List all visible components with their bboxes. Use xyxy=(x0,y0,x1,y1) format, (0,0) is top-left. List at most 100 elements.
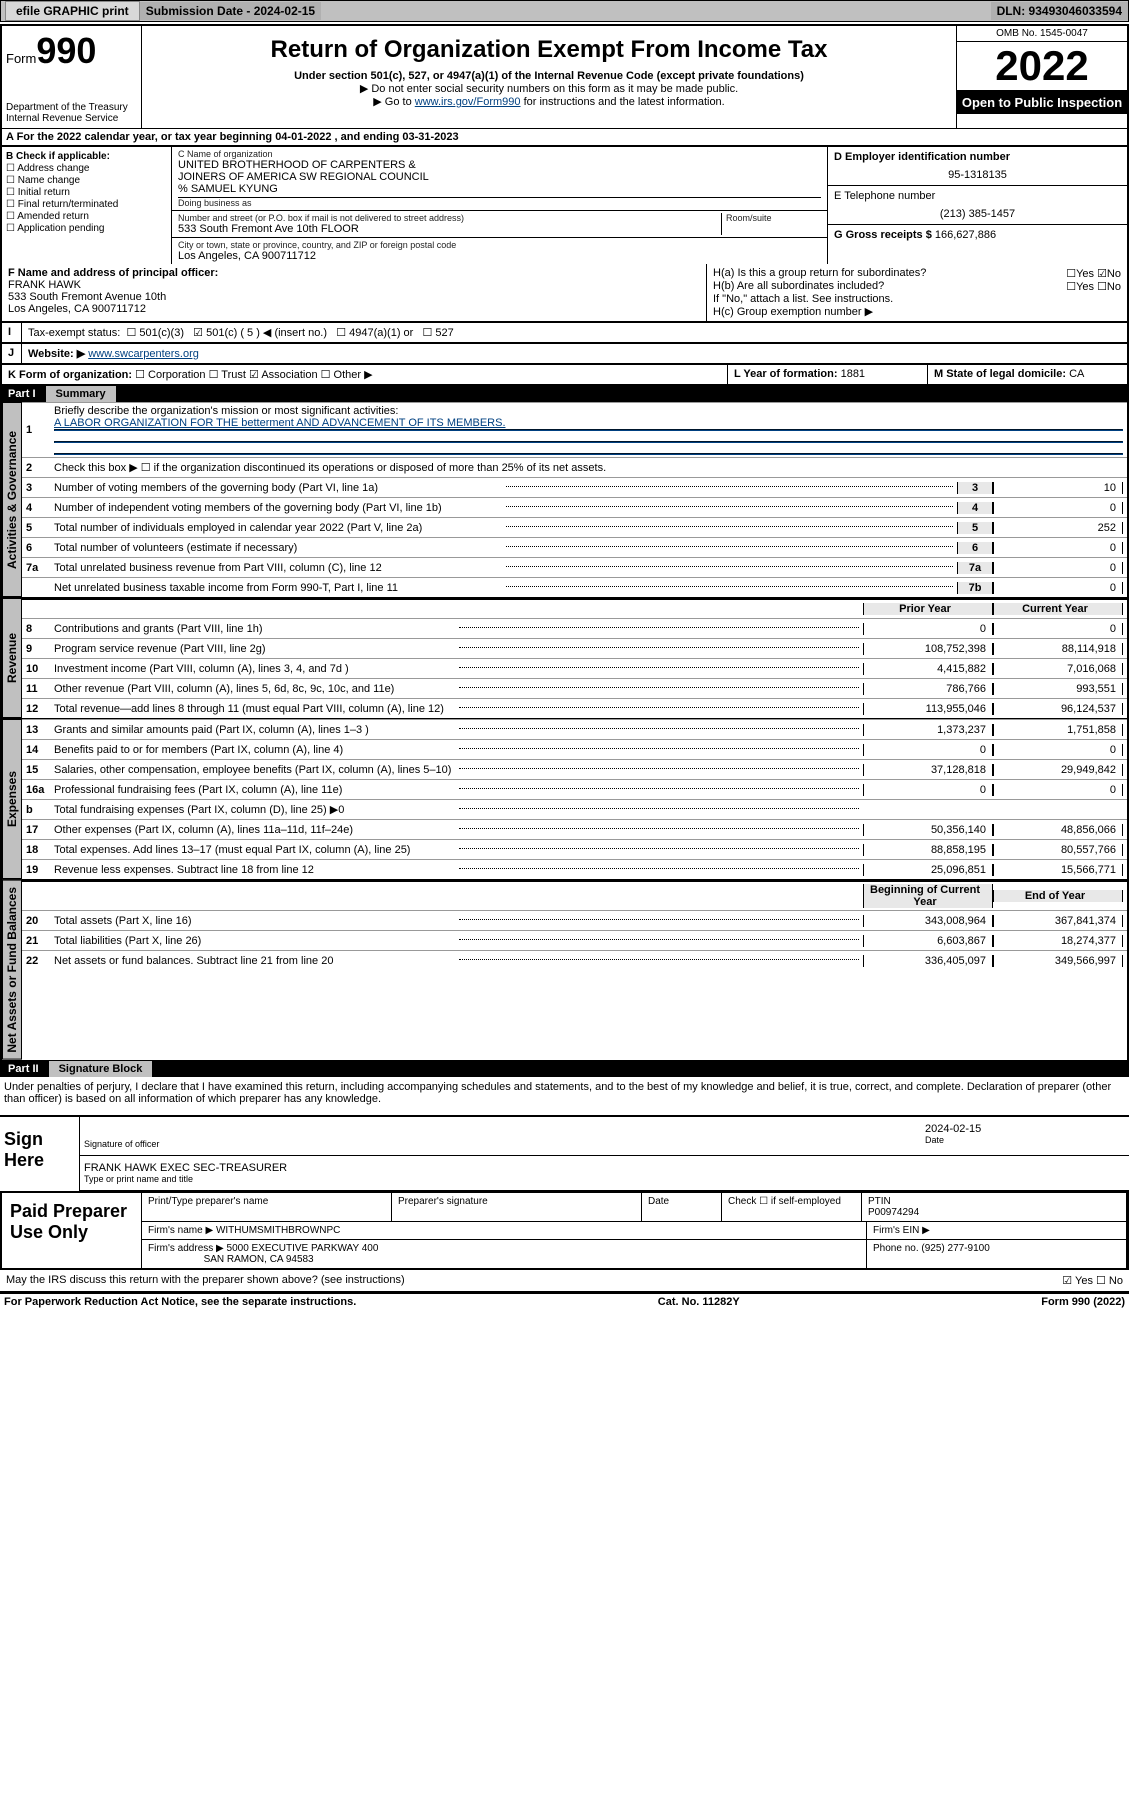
prior-value: 0 xyxy=(863,744,993,756)
officer-label: F Name and address of principal officer: xyxy=(8,267,700,279)
form-subtitle: Under section 501(c), 527, or 4947(a)(1)… xyxy=(146,70,952,82)
current-value: 993,551 xyxy=(993,683,1123,695)
line-desc: Salaries, other compensation, employee b… xyxy=(54,764,455,776)
current-value: 1,751,858 xyxy=(993,724,1123,736)
line-value: 0 xyxy=(993,502,1123,514)
ck-initial-return[interactable]: Initial return xyxy=(6,187,167,198)
line-desc: Benefits paid to or for members (Part IX… xyxy=(54,744,455,756)
col-beginning: Beginning of Current Year xyxy=(863,884,993,908)
ck-amended-return[interactable]: Amended return xyxy=(6,211,167,222)
gross-receipts-value: 166,627,886 xyxy=(935,229,996,241)
ck-address-change[interactable]: Address change xyxy=(6,163,167,174)
prior-value: 37,128,818 xyxy=(863,764,993,776)
ptin-value: P00974294 xyxy=(868,1207,919,1218)
current-value: 15,566,771 xyxy=(993,864,1123,876)
row-f-h: F Name and address of principal officer:… xyxy=(0,264,1129,323)
ck-corp[interactable]: ☐ Corporation xyxy=(135,369,205,381)
prep-self-employed[interactable]: Check ☐ if self-employed xyxy=(722,1193,862,1222)
form-word: Form xyxy=(6,51,36,66)
ck-name-change[interactable]: Name change xyxy=(6,175,167,186)
line-value: 10 xyxy=(993,482,1123,494)
website-link[interactable]: www.swcarpenters.org xyxy=(88,348,199,360)
line-desc: Revenue less expenses. Subtract line 18 … xyxy=(54,864,455,876)
current-value: 7,016,068 xyxy=(993,663,1123,675)
city-value: Los Angeles, CA 900711712 xyxy=(178,250,821,262)
year-formation: 1881 xyxy=(841,368,865,380)
care-of: % SAMUEL KYUNG xyxy=(178,183,821,195)
hb-question: H(b) Are all subordinates included? xyxy=(713,280,884,293)
line-desc: Other revenue (Part VIII, column (A), li… xyxy=(54,683,455,695)
line-desc: Net unrelated business taxable income fr… xyxy=(54,582,502,594)
line-desc: Total revenue—add lines 8 through 11 (mu… xyxy=(54,703,455,715)
ha-answer: ☐Yes ☑No xyxy=(1066,267,1121,280)
prep-sig-label: Preparer's signature xyxy=(392,1193,642,1222)
dba-label: Doing business as xyxy=(178,197,821,208)
line-key: 4 xyxy=(957,502,993,514)
prior-value: 786,766 xyxy=(863,683,993,695)
mission-label: Briefly describe the organization's miss… xyxy=(54,405,1123,417)
efile-button[interactable]: efile GRAPHIC print xyxy=(5,1,140,21)
ein-label: D Employer identification number xyxy=(834,151,1121,163)
line-number: 21 xyxy=(26,935,54,947)
firm-addr-label: Firm's address ▶ xyxy=(148,1243,224,1254)
form-page: Form 990 (2022) xyxy=(1041,1296,1125,1308)
typed-name: FRANK HAWK EXEC SEC-TREASURER xyxy=(84,1162,1125,1174)
line-desc: Total fundraising expenses (Part IX, col… xyxy=(54,803,455,816)
current-value: 48,856,066 xyxy=(993,824,1123,836)
dept-treasury: Department of the Treasury xyxy=(6,102,137,113)
ck-4947[interactable]: ☐ 4947(a)(1) or xyxy=(336,327,413,339)
line-desc: Number of independent voting members of … xyxy=(54,502,502,514)
line-desc: Net assets or fund balances. Subtract li… xyxy=(54,955,455,967)
line-number: 10 xyxy=(26,663,54,675)
ck-application-pending[interactable]: Application pending xyxy=(6,223,167,234)
cat-no: Cat. No. 11282Y xyxy=(658,1296,740,1308)
website-label: Website: ▶ xyxy=(28,348,85,360)
ck-assoc[interactable]: ☑ Association xyxy=(249,369,318,381)
officer-addr2: Los Angeles, CA 900711712 xyxy=(8,303,700,315)
hb-answer: ☐Yes ☐No xyxy=(1066,280,1121,293)
ck-527[interactable]: ☐ 527 xyxy=(423,327,454,339)
line-desc: Contributions and grants (Part VIII, lin… xyxy=(54,623,455,635)
col-current: Current Year xyxy=(993,603,1123,615)
line-value: 252 xyxy=(993,522,1123,534)
line-key: 5 xyxy=(957,522,993,534)
tax-year: 2022 xyxy=(957,42,1127,91)
line-number: 20 xyxy=(26,915,54,927)
current-value: 349,566,997 xyxy=(993,955,1123,967)
prior-value: 336,405,097 xyxy=(863,955,993,967)
open-inspection: Open to Public Inspection xyxy=(957,91,1127,114)
irs-link[interactable]: www.irs.gov/Form990 xyxy=(415,96,521,108)
current-value: 29,949,842 xyxy=(993,764,1123,776)
line-number: 17 xyxy=(26,824,54,836)
ein-value: 95-1318135 xyxy=(834,169,1121,181)
row-klm: K Form of organization: ☐ Corporation ☐ … xyxy=(0,365,1129,386)
tab-expenses: Expenses xyxy=(2,719,22,879)
line-number: 18 xyxy=(26,844,54,856)
header-bar: efile GRAPHIC print Submission Date - 20… xyxy=(0,0,1129,22)
part1-header: Part ISummary xyxy=(0,386,1129,402)
phone-value: (213) 385-1457 xyxy=(834,208,1121,220)
phone-label: E Telephone number xyxy=(834,190,1121,202)
line-key: 6 xyxy=(957,542,993,554)
line-number: 19 xyxy=(26,864,54,876)
ha-question: H(a) Is this a group return for subordin… xyxy=(713,267,926,280)
page-footer: For Paperwork Reduction Act Notice, see … xyxy=(0,1293,1129,1310)
typed-label: Type or print name and title xyxy=(84,1174,1125,1184)
ck-trust[interactable]: ☐ Trust xyxy=(209,369,246,381)
line-number: 22 xyxy=(26,955,54,967)
current-value: 0 xyxy=(993,623,1123,635)
line-desc: Total number of individuals employed in … xyxy=(54,522,502,534)
line-key: 3 xyxy=(957,482,993,494)
ck-501c[interactable]: ☑ 501(c) ( 5 ) ◀ (insert no.) xyxy=(193,327,327,339)
line-number: 4 xyxy=(26,502,54,514)
signature-block: Sign Here Signature of officer 2024-02-1… xyxy=(0,1115,1129,1191)
ck-other[interactable]: ☐ Other ▶ xyxy=(321,369,373,381)
room-label: Room/suite xyxy=(726,213,821,223)
current-value: 18,274,377 xyxy=(993,935,1123,947)
irs-label: Internal Revenue Service xyxy=(6,113,137,124)
submission-date: Submission Date - 2024-02-15 xyxy=(140,2,321,20)
city-label: City or town, state or province, country… xyxy=(178,240,821,250)
prior-value: 108,752,398 xyxy=(863,643,993,655)
ck-final-return[interactable]: Final return/terminated xyxy=(6,199,167,210)
ck-501c3[interactable]: ☐ 501(c)(3) xyxy=(126,327,184,339)
